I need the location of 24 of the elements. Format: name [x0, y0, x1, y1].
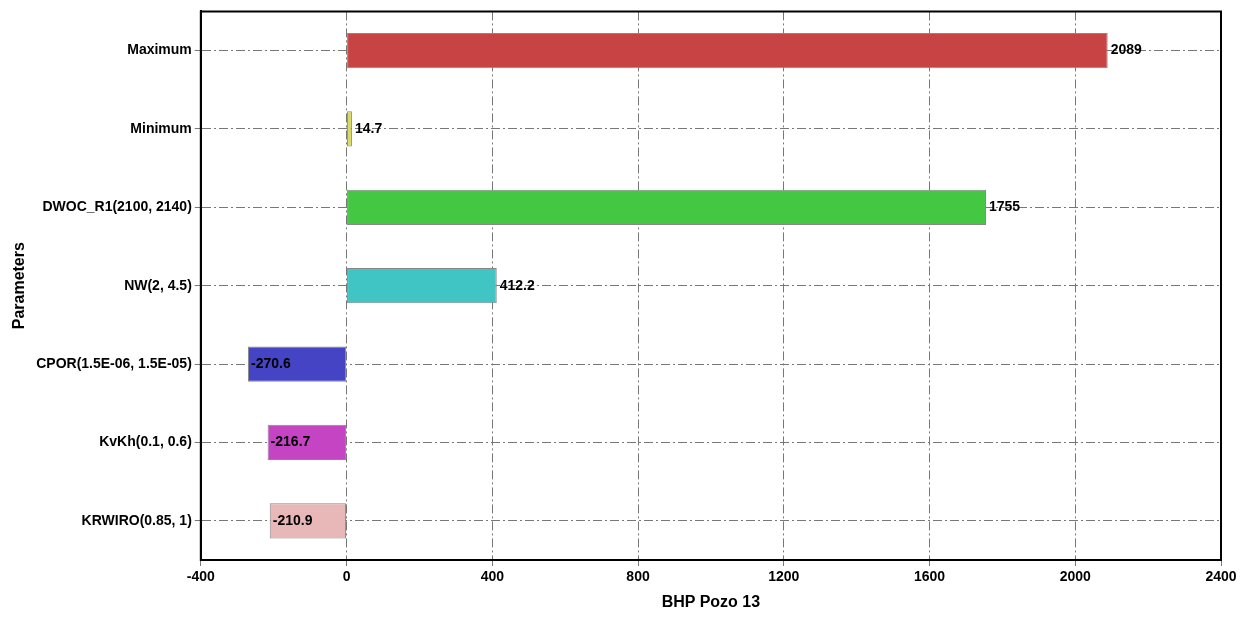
data-label: 2089	[1110, 41, 1143, 58]
y-tick-label: CPOR(1.5E-06, 1.5E-05)	[36, 354, 192, 371]
y-tick-label: KRWIRO(0.85, 1)	[81, 511, 192, 528]
y-tick-label: Maximum	[127, 41, 192, 58]
y-axis-title: Parameters	[10, 242, 28, 330]
x-axis-title: BHP Pozo 13	[661, 592, 761, 610]
data-label: -216.7	[270, 433, 311, 450]
x-tick-label: 400	[480, 568, 505, 585]
x-tick-label: 2400	[1205, 568, 1237, 585]
y-tick-label: DWOC_R1(2100, 2140)	[42, 198, 192, 215]
x-tick-label: 2000	[1059, 568, 1092, 585]
x-tick-label: 0	[342, 568, 351, 585]
data-label: 1755	[988, 198, 1021, 215]
x-tick-label: 1600	[913, 568, 946, 585]
data-label: 412.2	[499, 276, 535, 293]
y-tick-label: NW(2, 4.5)	[124, 276, 192, 293]
y-tick-label: Minimum	[130, 119, 192, 136]
y-tick-label: KvKh(0.1, 0.6)	[99, 433, 192, 450]
data-label: -210.9	[272, 511, 313, 528]
data-label: 14.7	[354, 119, 383, 136]
x-tick-label: 1200	[768, 568, 800, 585]
x-tick-label: 800	[626, 568, 650, 585]
data-label: -270.6	[250, 354, 291, 371]
x-tick-label: -400	[186, 568, 216, 585]
